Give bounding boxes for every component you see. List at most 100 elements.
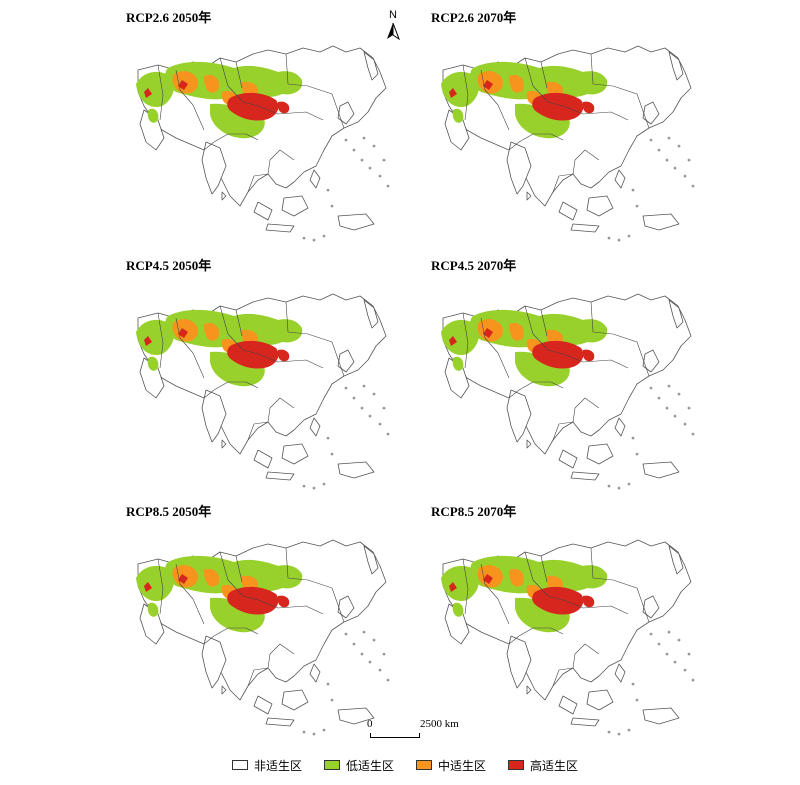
island (673, 660, 677, 664)
panel-title: RCP8.5 2050年 (126, 504, 212, 519)
legend-swatch (324, 760, 341, 770)
low-suitability-zone (136, 71, 175, 108)
island (372, 638, 376, 642)
suitability-zones (441, 309, 608, 387)
moderate-suitability-zone (204, 568, 220, 587)
high-suitability-zone (532, 92, 584, 121)
island (362, 136, 366, 140)
island (362, 630, 366, 634)
island (631, 436, 635, 440)
island (607, 484, 611, 488)
high-suitability-zone (178, 80, 188, 90)
north-arrow: N (383, 9, 403, 42)
high-suitability-zone (483, 328, 493, 338)
internal-borders (157, 53, 345, 193)
high-suitability-zone (532, 586, 584, 615)
island (372, 392, 376, 396)
island (344, 138, 348, 142)
island (667, 136, 671, 140)
island (617, 732, 621, 736)
island (322, 234, 326, 238)
island (302, 236, 306, 240)
island (302, 730, 306, 734)
panel-title: RCP4.5 2050年 (126, 258, 212, 273)
panel-title: RCP8.5 2070年 (431, 504, 517, 519)
asia-map (136, 293, 390, 490)
island (677, 144, 681, 148)
island (667, 630, 671, 634)
high-suitability-zone (144, 88, 152, 98)
high-suitability-zone (277, 595, 290, 608)
high-suitability-zone (144, 582, 152, 592)
low-suitability-zone (452, 108, 464, 123)
low-suitability-zone (267, 71, 303, 95)
island (631, 188, 635, 192)
island (649, 386, 653, 390)
map-panel-rcp26-2070: RCP2.6 2070年 (423, 10, 723, 250)
island (330, 452, 334, 456)
high-suitability-zone (227, 92, 279, 121)
high-suitability-zone (483, 80, 493, 90)
scale-line (370, 733, 420, 738)
island (302, 484, 306, 488)
internal-borders (157, 547, 345, 687)
map-panel-rcp45-2070: RCP4.5 2070年 (423, 258, 723, 498)
island (368, 166, 372, 170)
legend-label: 非适生区 (254, 758, 303, 773)
island (627, 234, 631, 238)
island (344, 632, 348, 636)
low-suitability-zone (267, 319, 303, 343)
asia-map (136, 45, 390, 242)
high-suitability-zone (277, 349, 290, 362)
island (386, 432, 390, 436)
legend-label: 中适生区 (438, 758, 487, 773)
high-suitability-zone (582, 349, 595, 362)
island (322, 728, 326, 732)
low-suitability-zone (441, 71, 480, 108)
high-suitability-zone (277, 101, 290, 114)
low-suitability-zone (470, 61, 596, 100)
island (330, 204, 334, 208)
island (687, 652, 691, 656)
map-panel-rcp26-2050: RCP2.6 2050年 (118, 10, 418, 250)
moderate-suitability-zone (204, 74, 220, 93)
island (683, 422, 687, 426)
island (312, 732, 316, 736)
island (691, 678, 695, 682)
internal-borders (462, 53, 650, 193)
island (677, 392, 681, 396)
island (657, 642, 661, 646)
low-suitability-zone (147, 356, 159, 371)
high-suitability-zone (449, 88, 457, 98)
island (635, 452, 639, 456)
high-suitability-zone (532, 340, 584, 369)
internal-borders (157, 301, 345, 441)
high-suitability-zone (227, 340, 279, 369)
island (627, 728, 631, 732)
legend-label: 高适生区 (530, 758, 579, 773)
island (326, 436, 330, 440)
high-suitability-zone (144, 336, 152, 346)
suitability-zones (136, 61, 303, 139)
legend-item-unsuitable: 非适生区 (232, 757, 302, 774)
island (352, 396, 356, 400)
island (635, 204, 639, 208)
north-label: N (389, 9, 397, 21)
legend-item-high: 高适生区 (508, 757, 578, 774)
island (378, 174, 382, 178)
island (360, 652, 364, 656)
low-suitability-zone (136, 319, 175, 356)
high-suitability-zone (227, 586, 279, 615)
island (372, 144, 376, 148)
panel-title: RCP4.5 2070年 (431, 258, 517, 273)
island (352, 642, 356, 646)
internal-borders (462, 301, 650, 441)
island (691, 184, 695, 188)
panel-title: RCP2.6 2070年 (431, 10, 517, 25)
high-suitability-zone (483, 574, 493, 584)
island (344, 386, 348, 390)
island (322, 482, 326, 486)
island (687, 406, 691, 410)
high-suitability-zone (178, 328, 188, 338)
island (649, 138, 653, 142)
